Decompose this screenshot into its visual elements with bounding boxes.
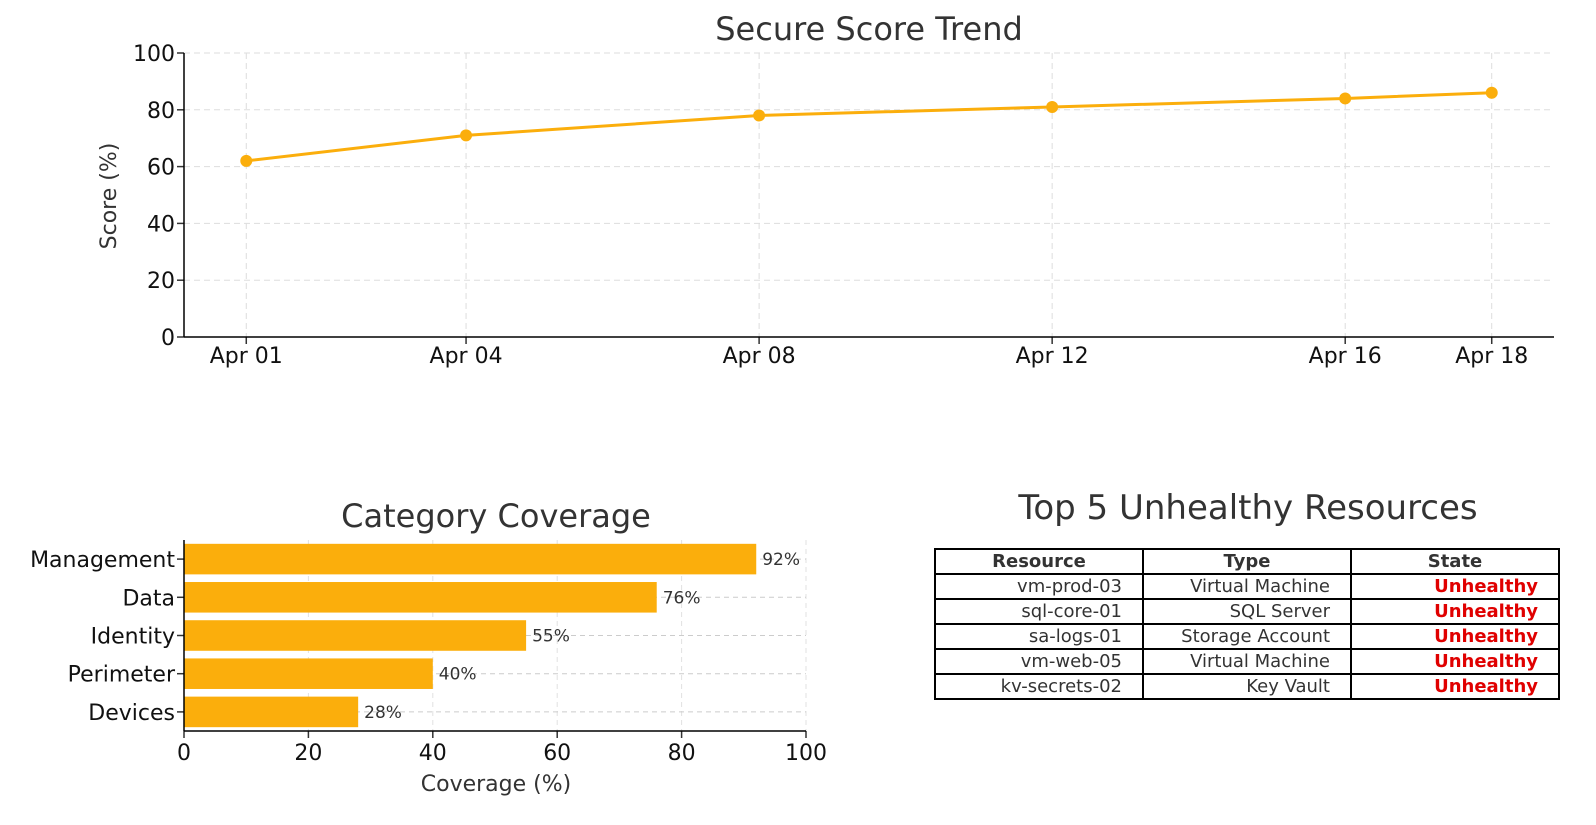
column-header: Resource: [934, 548, 1144, 575]
line-chart-x-ticks: Apr 01 Apr 04 Apr 08 Apr 12 Apr 16 Apr 18: [210, 344, 1529, 369]
y-tick-label: 100: [133, 42, 175, 67]
x-tick-label: 100: [785, 741, 827, 766]
x-tick-label: Apr 04: [430, 344, 503, 369]
coverage-bar: [184, 658, 433, 689]
value-label: 55%: [532, 627, 570, 647]
value-label: 28%: [364, 703, 402, 723]
unhealthy-resources-table: Resource Type State vm-prod-03 Virtual M…: [934, 548, 1560, 700]
state-cell: Unhealthy: [1350, 623, 1560, 650]
x-tick-label: Apr 08: [723, 344, 796, 369]
bar-chart-x-ticks: 0 20 40 60 80 100: [177, 741, 827, 766]
x-tick-label: Apr 16: [1309, 344, 1382, 369]
score-point: [1339, 92, 1352, 105]
x-tick-label: 80: [668, 741, 696, 766]
x-tick-label: Apr 12: [1016, 344, 1089, 369]
line-chart-series: [240, 86, 1498, 167]
table-row: sa-logs-01 Storage Account Unhealthy: [934, 623, 1560, 650]
line-chart-y-axis-label: Score (%): [97, 143, 122, 250]
table-header-row: Resource Type State: [934, 548, 1560, 575]
type-cell: Virtual Machine: [1142, 648, 1352, 675]
line-chart-grid: [184, 52, 1554, 338]
type-cell: Storage Account: [1142, 623, 1352, 650]
state-cell: Unhealthy: [1350, 673, 1560, 700]
bar-chart-category-labels: Management Data Identity Perimeter Devices: [30, 548, 176, 726]
y-tick-label: 0: [161, 326, 175, 351]
state-cell: Unhealthy: [1350, 648, 1560, 675]
table-row: sql-core-01 SQL Server Unhealthy: [934, 598, 1560, 625]
type-cell: Key Vault: [1142, 673, 1352, 700]
score-point: [460, 129, 473, 142]
value-label: 92%: [762, 550, 800, 570]
coverage-bar: [184, 620, 527, 651]
line-chart-title: Secure Score Trend: [715, 10, 1023, 48]
y-tick-label: 40: [147, 212, 175, 237]
bar-chart-title: Category Coverage: [341, 497, 651, 535]
line-chart-axes: [177, 52, 1554, 344]
bar-chart-value-labels: 92% 76% 55% 40% 28%: [364, 550, 800, 723]
resource-cell: sa-logs-01: [934, 623, 1144, 650]
coverage-bar: [184, 543, 757, 575]
score-point: [240, 154, 253, 167]
type-cell: SQL Server: [1142, 598, 1352, 625]
category-label: Perimeter: [68, 663, 176, 688]
category-coverage-chart: Category Coverage 0 20 40 60 80 100 Managemen…: [30, 497, 827, 797]
category-label: Data: [122, 586, 175, 611]
coverage-bar: [184, 582, 657, 613]
table-row: kv-secrets-02 Key Vault Unhealthy: [934, 673, 1560, 700]
y-tick-label: 60: [147, 156, 175, 181]
table-row: vm-prod-03 Virtual Machine Unhealthy: [934, 573, 1560, 600]
resource-cell: vm-prod-03: [934, 573, 1144, 600]
line-chart-y-ticks: 0 20 40 60 80 100: [133, 42, 175, 351]
score-point: [1046, 100, 1059, 113]
x-tick-label: 0: [177, 741, 191, 766]
resource-cell: kv-secrets-02: [934, 673, 1144, 700]
category-label: Identity: [91, 625, 175, 650]
x-tick-label: Apr 01: [210, 344, 283, 369]
coverage-bar: [184, 696, 359, 728]
category-label: Management: [30, 548, 175, 573]
score-point: [753, 109, 766, 122]
table-title: Top 5 Unhealthy Resources: [1018, 488, 1478, 528]
y-tick-label: 80: [147, 99, 175, 124]
resource-cell: vm-web-05: [934, 648, 1144, 675]
x-tick-label: 40: [419, 741, 447, 766]
bar-chart-axes: [177, 540, 807, 738]
category-label: Devices: [88, 701, 175, 726]
value-label: 40%: [439, 665, 477, 685]
value-label: 76%: [663, 588, 701, 608]
score-point: [1485, 86, 1498, 99]
x-tick-label: 20: [294, 741, 322, 766]
table-row: vm-web-05 Virtual Machine Unhealthy: [934, 648, 1560, 675]
bar-chart-bars: [184, 543, 757, 728]
column-header: State: [1350, 548, 1560, 575]
x-tick-label: 60: [543, 741, 571, 766]
x-tick-label: Apr 18: [1455, 344, 1528, 369]
state-cell: Unhealthy: [1350, 573, 1560, 600]
bar-chart-x-axis-label: Coverage (%): [421, 772, 571, 797]
column-header: Type: [1142, 548, 1352, 575]
state-cell: Unhealthy: [1350, 598, 1560, 625]
resource-cell: sql-core-01: [934, 598, 1144, 625]
y-tick-label: 20: [147, 269, 175, 294]
score-line: [246, 91, 1492, 163]
type-cell: Virtual Machine: [1142, 573, 1352, 600]
